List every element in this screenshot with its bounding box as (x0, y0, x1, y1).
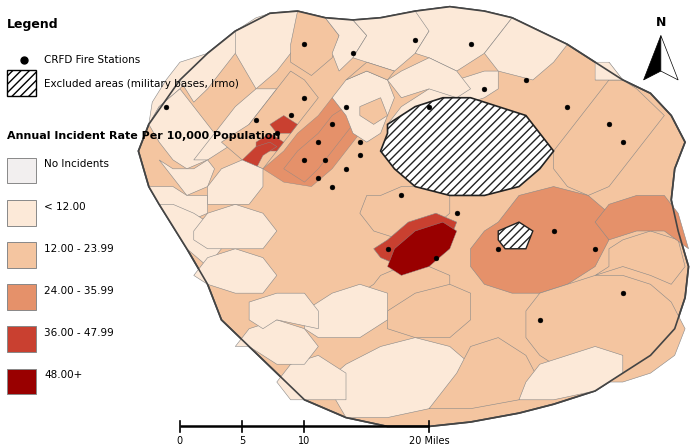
Text: 5: 5 (239, 436, 246, 446)
Polygon shape (284, 107, 360, 182)
Polygon shape (484, 18, 567, 80)
Polygon shape (388, 284, 471, 338)
Bar (7, 242, 36, 268)
Polygon shape (526, 276, 685, 382)
Polygon shape (159, 204, 221, 267)
Polygon shape (235, 11, 304, 89)
Polygon shape (291, 11, 339, 76)
Polygon shape (277, 355, 346, 400)
Text: 48.00+: 48.00+ (44, 370, 82, 380)
Polygon shape (159, 160, 215, 195)
Polygon shape (554, 80, 664, 195)
Polygon shape (388, 58, 471, 98)
Polygon shape (388, 71, 498, 125)
Polygon shape (471, 186, 609, 293)
Polygon shape (149, 53, 208, 125)
Polygon shape (388, 222, 457, 276)
Polygon shape (644, 35, 661, 80)
Bar (7, 158, 36, 184)
Polygon shape (149, 186, 208, 222)
Polygon shape (360, 186, 450, 240)
Polygon shape (360, 267, 450, 320)
Polygon shape (194, 249, 277, 293)
Polygon shape (332, 71, 394, 142)
Polygon shape (325, 338, 471, 418)
Polygon shape (498, 222, 533, 249)
Polygon shape (381, 98, 554, 195)
Polygon shape (346, 62, 394, 80)
Polygon shape (270, 116, 298, 133)
Bar (7, 70, 36, 95)
Polygon shape (595, 62, 623, 80)
Polygon shape (242, 142, 277, 169)
Polygon shape (194, 204, 277, 249)
Polygon shape (429, 338, 540, 409)
Bar (7, 369, 36, 394)
Text: Excluded areas (military bases, Irmo): Excluded areas (military bases, Irmo) (44, 78, 239, 89)
Polygon shape (353, 9, 436, 71)
Text: 0: 0 (177, 436, 183, 446)
Polygon shape (263, 89, 374, 186)
Polygon shape (194, 89, 277, 160)
Text: Legend: Legend (7, 18, 59, 31)
Text: 12.00 - 23.99: 12.00 - 23.99 (44, 244, 114, 254)
Polygon shape (256, 133, 284, 151)
Text: 36.00 - 47.99: 36.00 - 47.99 (44, 328, 114, 338)
Polygon shape (595, 231, 685, 284)
Text: 24.00 - 35.99: 24.00 - 35.99 (44, 286, 114, 296)
Polygon shape (661, 35, 678, 80)
Bar (7, 327, 36, 352)
Text: Annual Incident Rate Per 10,000 Population: Annual Incident Rate Per 10,000 Populati… (7, 131, 280, 141)
Polygon shape (221, 71, 318, 169)
Text: < 12.00: < 12.00 (44, 202, 86, 211)
Text: 10: 10 (298, 436, 311, 446)
Bar (7, 284, 36, 310)
Text: N: N (656, 16, 666, 29)
Polygon shape (360, 98, 388, 125)
Polygon shape (415, 7, 512, 71)
Polygon shape (519, 346, 623, 400)
Text: 20 Miles: 20 Miles (409, 436, 449, 446)
Text: No Incidents: No Incidents (44, 159, 109, 169)
Polygon shape (180, 13, 270, 102)
Bar (7, 200, 36, 226)
Polygon shape (235, 320, 318, 364)
Polygon shape (249, 293, 318, 329)
Polygon shape (138, 7, 689, 426)
Polygon shape (208, 160, 263, 204)
Polygon shape (374, 213, 457, 267)
Polygon shape (325, 18, 367, 71)
Polygon shape (595, 195, 689, 249)
Polygon shape (595, 62, 623, 80)
Polygon shape (304, 284, 388, 338)
Text: CRFD Fire Stations: CRFD Fire Stations (44, 55, 140, 65)
Polygon shape (149, 89, 221, 169)
